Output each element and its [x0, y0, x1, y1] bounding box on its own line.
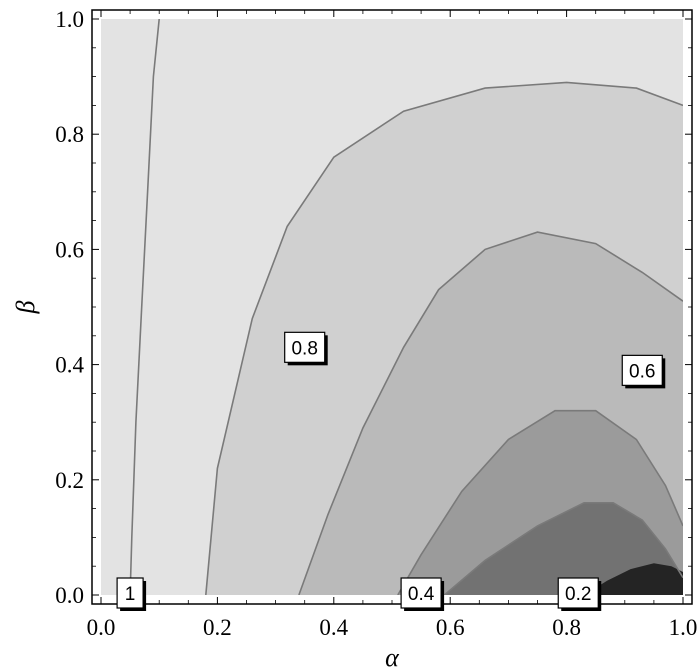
contour-region-fill [444, 502, 683, 595]
contour-label: 0.8 [291, 338, 317, 359]
contour-label: 0.6 [629, 361, 655, 382]
contour-line [397, 409, 684, 596]
y-tick-label: 0.2 [55, 468, 84, 493]
y-tick-label: 0.6 [55, 237, 84, 262]
contour-label-box [400, 577, 442, 609]
contour-label-box [284, 331, 326, 363]
y-tick-label: 0.8 [55, 122, 84, 147]
contour-line [443, 502, 684, 596]
contour-region-fill [584, 563, 683, 595]
contour-label: 1 [125, 584, 136, 605]
contour-label-box [557, 577, 599, 609]
y-tick-label: 0.0 [55, 583, 84, 608]
y-tick-label: 0.4 [55, 353, 84, 378]
contour-line [205, 81, 684, 596]
x-axis-label: α [385, 643, 400, 672]
y-axis-label: β [11, 300, 40, 314]
x-tick-label: 0.6 [436, 615, 465, 640]
x-tick-label: 0.8 [552, 615, 581, 640]
x-tick-label: 0.0 [87, 615, 116, 640]
x-tick-label: 1.0 [669, 615, 698, 640]
contour-line [129, 18, 160, 596]
contour-label: 0.4 [408, 584, 435, 605]
contour-line [298, 231, 684, 596]
contour-label: 0.2 [565, 584, 591, 605]
contour-label-box [621, 354, 663, 386]
x-tick-label: 0.2 [203, 615, 232, 640]
x-tick-label: 0.4 [319, 615, 348, 640]
y-tick-label: 1.0 [55, 7, 84, 32]
contour-label-box [116, 577, 144, 609]
